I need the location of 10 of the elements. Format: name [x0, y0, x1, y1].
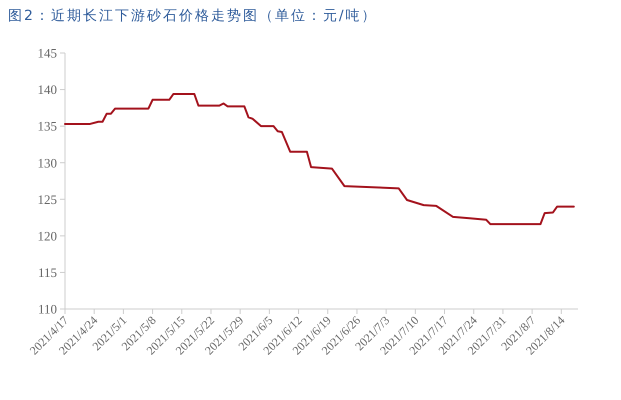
- y-tick-label: 115: [38, 264, 57, 280]
- line-series: [64, 92, 575, 226]
- chart-title: 图2：近期长江下游砂石价格走势图（单位：元/吨）: [8, 8, 378, 24]
- y-tick-label: 140: [38, 82, 57, 98]
- y-tick-label: 145: [38, 46, 57, 61]
- y-tick-label: 125: [38, 192, 57, 207]
- y-tick-label: 120: [38, 228, 57, 244]
- y-tick-label: 130: [38, 155, 57, 170]
- y-tick-label: 135: [38, 118, 57, 134]
- y-tick-label: 110: [38, 302, 57, 317]
